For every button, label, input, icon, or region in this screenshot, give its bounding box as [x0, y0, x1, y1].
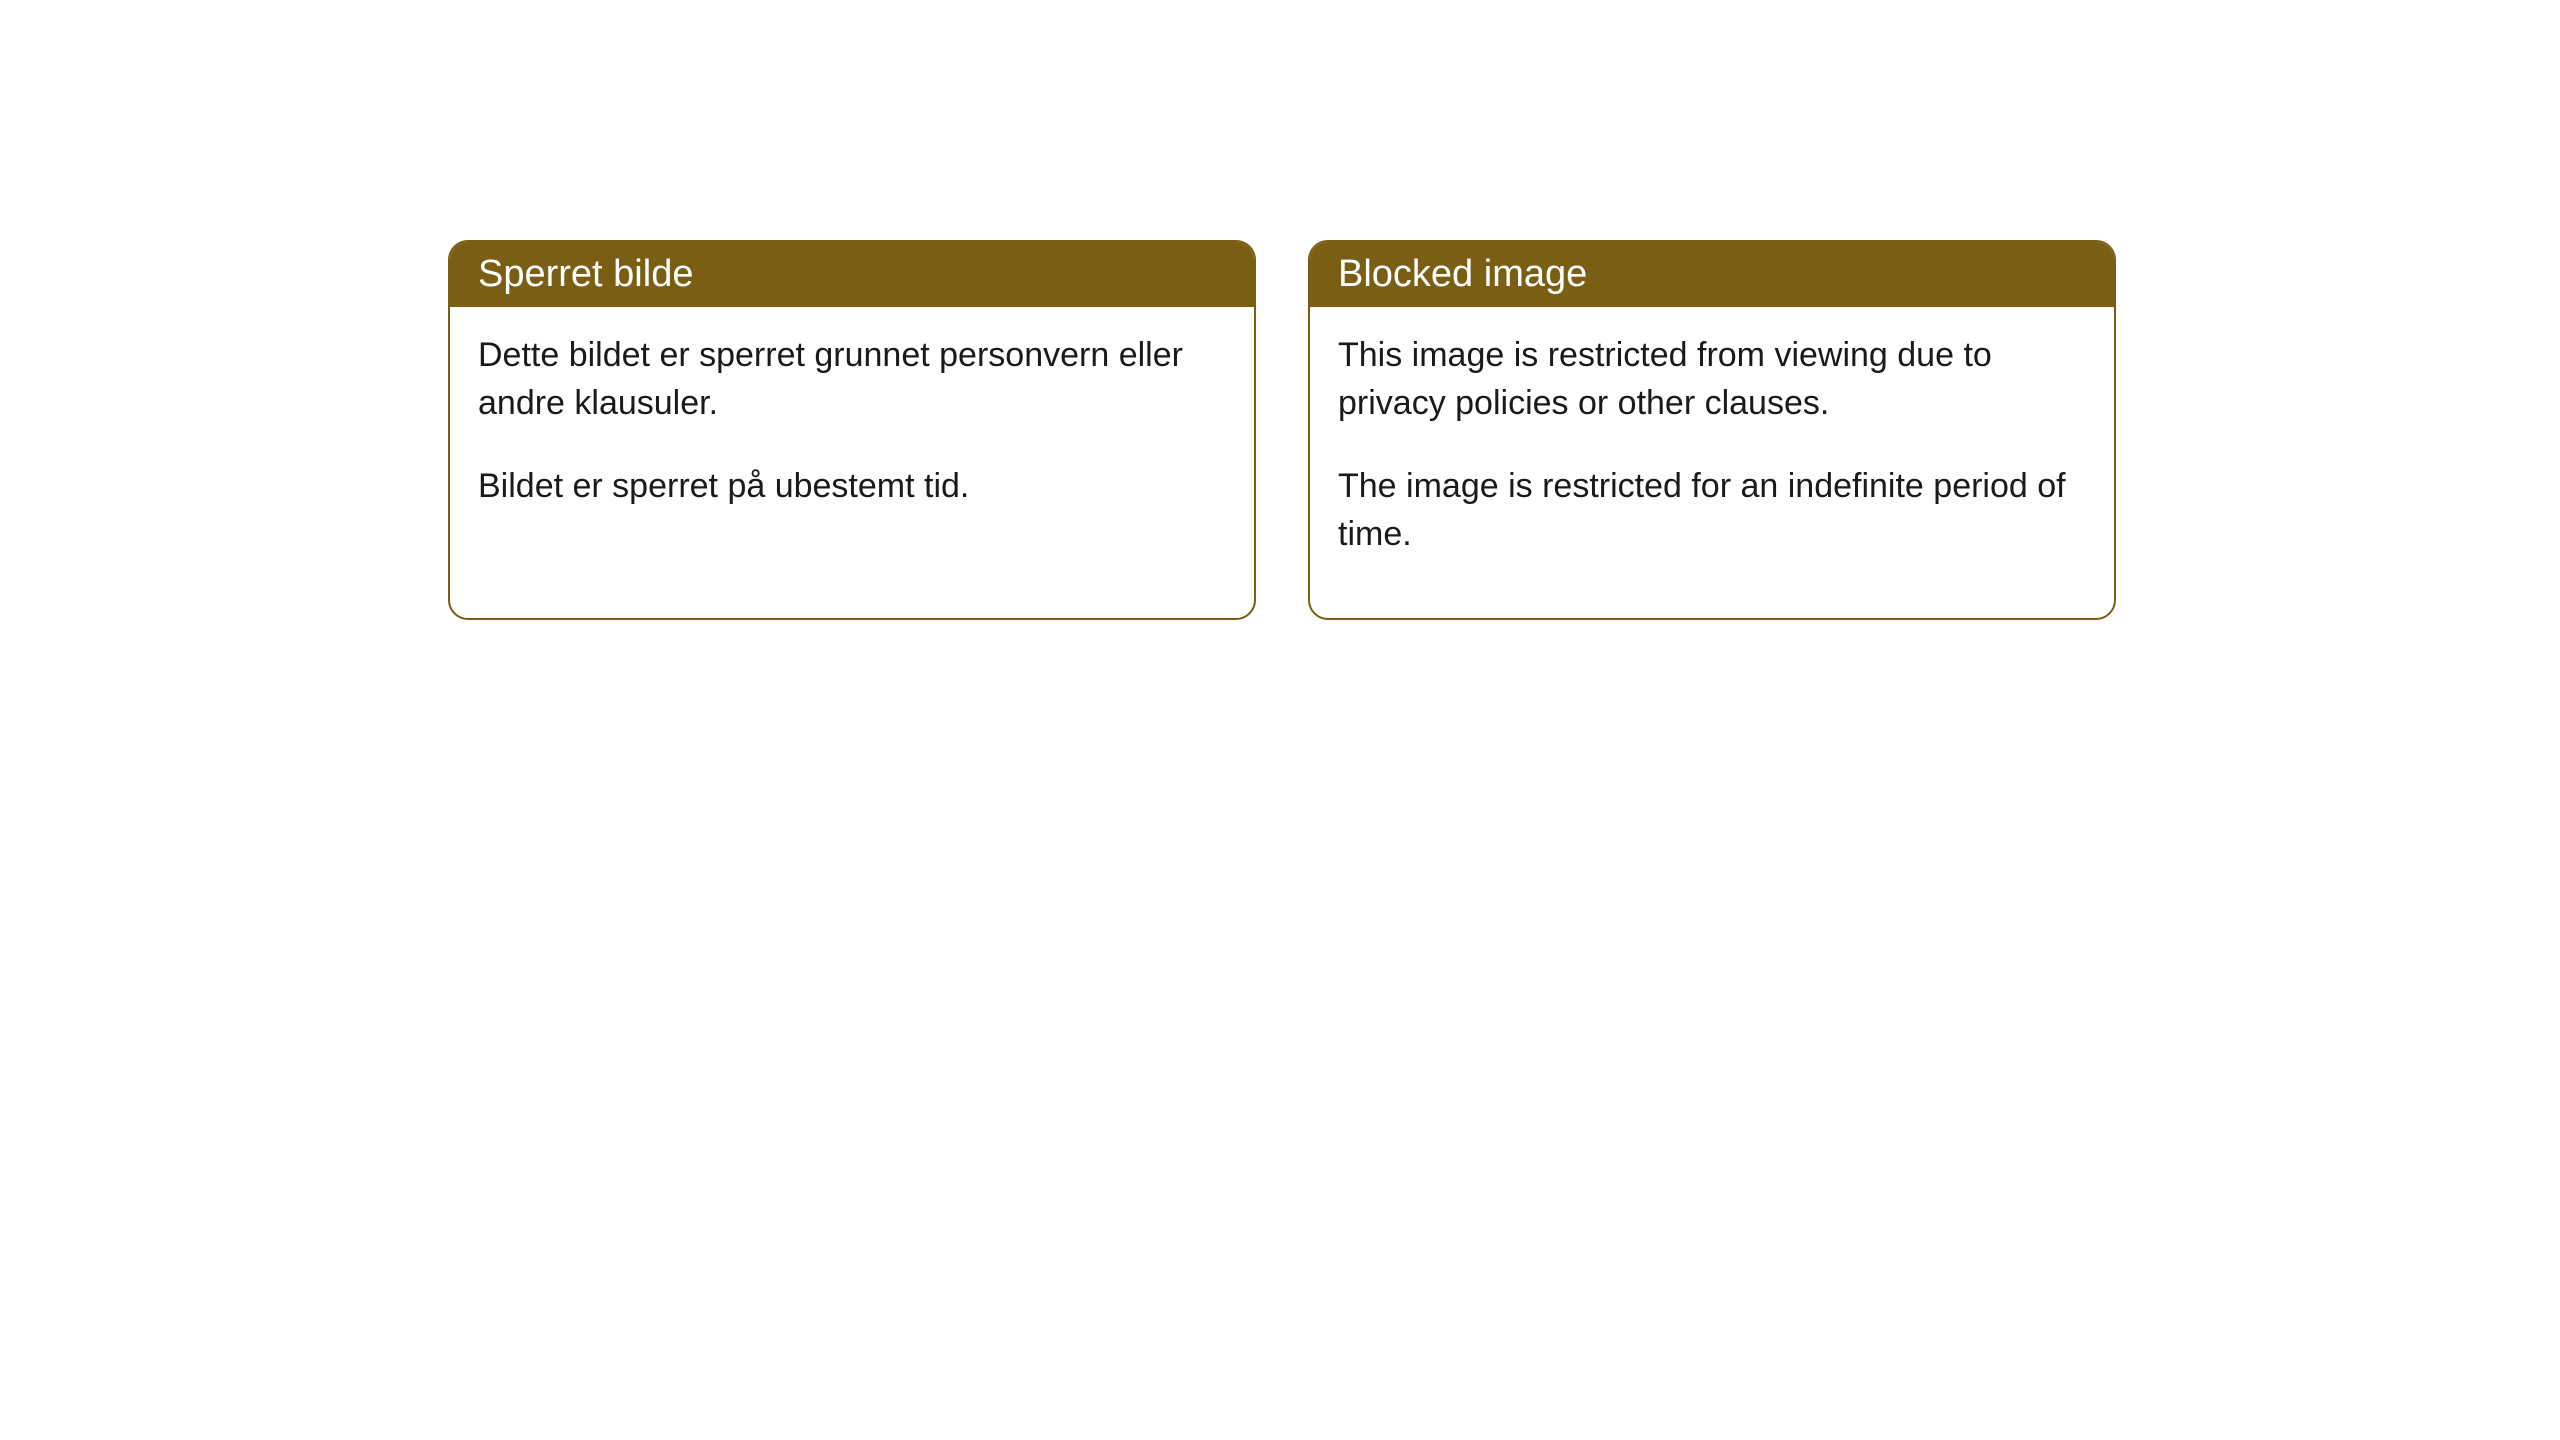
card-title-english: Blocked image	[1338, 253, 1587, 295]
card-paragraph1-norwegian: Dette bildet er sperret grunnet personve…	[478, 331, 1226, 428]
card-paragraph1-english: This image is restricted from viewing du…	[1338, 331, 2086, 428]
card-body-english: This image is restricted from viewing du…	[1310, 307, 2114, 618]
card-paragraph2-english: The image is restricted for an indefinit…	[1338, 462, 2086, 559]
card-header-english: Blocked image	[1310, 242, 2114, 307]
blocked-image-card-norwegian: Sperret bilde Dette bildet er sperret gr…	[448, 240, 1256, 620]
card-paragraph2-norwegian: Bildet er sperret på ubestemt tid.	[478, 462, 1226, 510]
card-title-norwegian: Sperret bilde	[478, 253, 693, 295]
card-header-norwegian: Sperret bilde	[450, 242, 1254, 307]
blocked-image-card-english: Blocked image This image is restricted f…	[1308, 240, 2116, 620]
cards-container: Sperret bilde Dette bildet er sperret gr…	[448, 240, 2116, 620]
card-body-norwegian: Dette bildet er sperret grunnet personve…	[450, 307, 1254, 570]
